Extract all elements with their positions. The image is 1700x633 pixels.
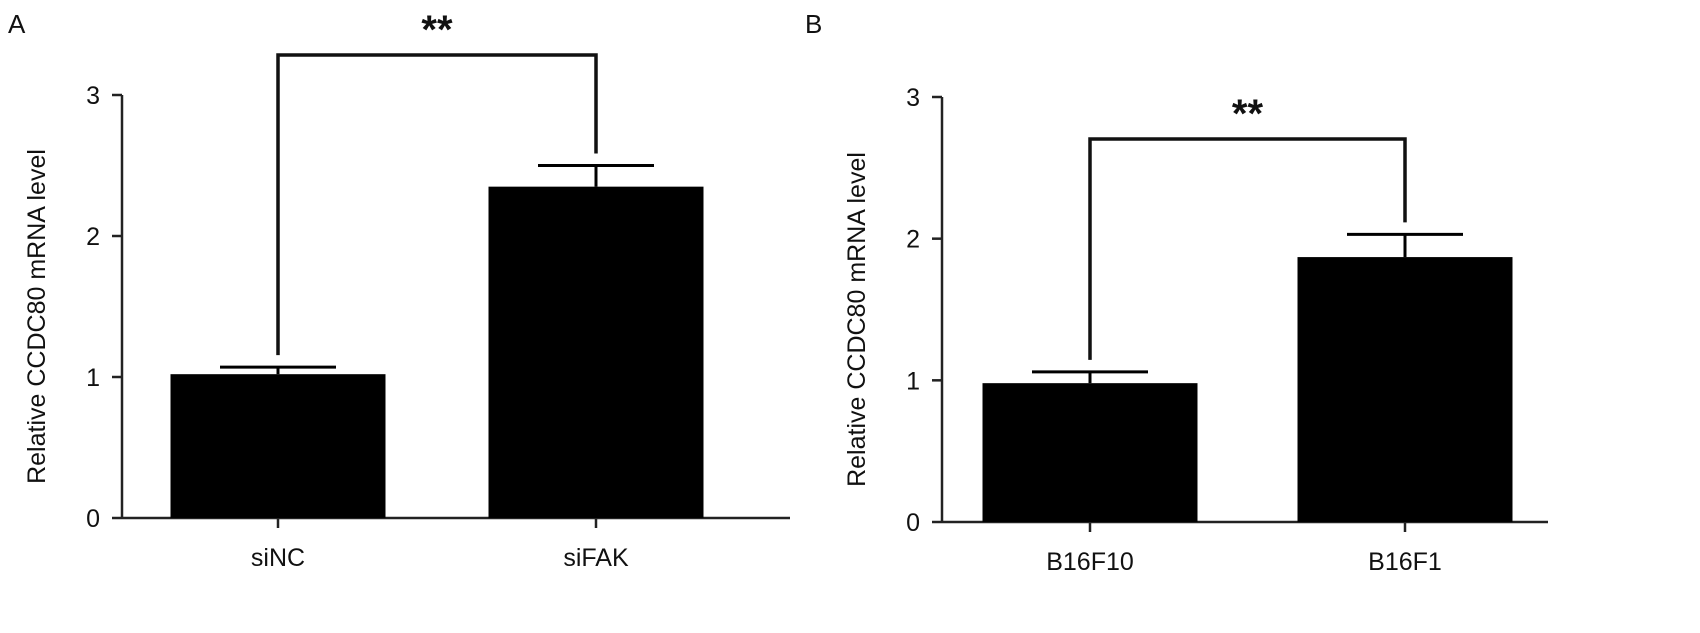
panel-label: A [8, 9, 26, 39]
y-tick-label: 1 [906, 367, 920, 395]
bar-b16f1 [1297, 257, 1513, 522]
panel-b: B 0 1 2 3 Relative CCDC80 mRNA level B16F10 B16… [805, 9, 1548, 576]
y-tick-label: 3 [906, 84, 920, 112]
x-tick-label: siNC [251, 544, 305, 572]
y-tick-label: 2 [86, 223, 100, 251]
significance-label: ** [421, 8, 453, 52]
panel-label: B [805, 9, 822, 39]
x-tick-label: B16F1 [1368, 548, 1442, 576]
x-tick-label: siFAK [563, 544, 629, 572]
y-tick-label: 0 [86, 505, 100, 533]
y-tick-label: 3 [86, 82, 100, 110]
y-tick-label: 1 [86, 364, 100, 392]
y-tick-label: 0 [906, 509, 920, 537]
y-axis-label: Relative CCDC80 mRNA level [23, 149, 51, 484]
significance-bracket [276, 53, 598, 356]
y-tick-label: 2 [906, 226, 920, 254]
bar-sinc [170, 374, 386, 518]
panel-a: A 0 1 2 3 Relative CCDC80 mRNA level siNC siFAK… [8, 8, 790, 572]
significance-label: ** [1232, 92, 1264, 136]
bar-sifak [488, 186, 704, 518]
significance-bracket [1088, 137, 1407, 360]
x-tick-label: B16F10 [1046, 548, 1134, 576]
y-axis-label: Relative CCDC80 mRNA level [843, 152, 871, 487]
bar-b16f10 [982, 383, 1198, 522]
